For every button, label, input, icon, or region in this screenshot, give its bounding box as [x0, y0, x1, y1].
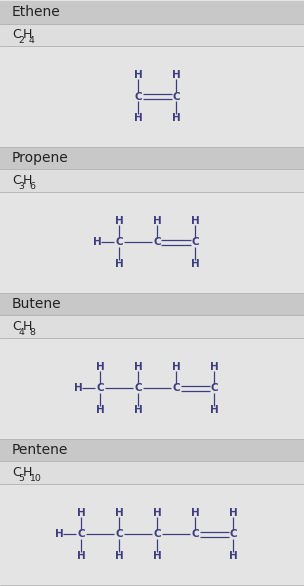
Bar	[0, 147, 304, 169]
Bar	[0, 484, 304, 585]
Text: C: C	[229, 529, 237, 539]
Text: H: H	[22, 28, 32, 42]
Text: H: H	[134, 113, 142, 123]
Text: C: C	[12, 28, 21, 42]
Text: 10: 10	[29, 473, 41, 483]
Text: H: H	[96, 362, 104, 372]
Bar	[0, 439, 304, 461]
Text: H: H	[77, 507, 85, 518]
Text: H: H	[134, 405, 142, 415]
Text: C: C	[12, 174, 21, 188]
Text: C: C	[210, 383, 218, 393]
Text: C: C	[77, 529, 85, 539]
Text: H: H	[134, 70, 142, 80]
Text: H: H	[22, 466, 32, 479]
Text: 2: 2	[19, 36, 24, 45]
Text: 8: 8	[29, 328, 35, 337]
Text: Propene: Propene	[12, 151, 69, 165]
Bar	[0, 46, 304, 147]
Text: H: H	[74, 383, 82, 393]
Text: C: C	[96, 383, 104, 393]
Text: 3: 3	[19, 182, 24, 191]
Text: H: H	[191, 216, 199, 226]
Text: C: C	[12, 320, 21, 333]
Text: H: H	[210, 362, 218, 372]
Text: H: H	[172, 113, 180, 123]
Bar	[0, 1, 304, 23]
Text: C: C	[153, 529, 161, 539]
Text: 5: 5	[19, 473, 25, 483]
Text: H: H	[115, 216, 123, 226]
Text: C: C	[12, 466, 21, 479]
Bar	[0, 192, 304, 293]
Text: H: H	[22, 174, 32, 188]
Text: H: H	[191, 507, 199, 518]
Text: H: H	[210, 405, 218, 415]
Text: H: H	[229, 507, 237, 518]
Text: H: H	[191, 259, 199, 269]
Text: C: C	[134, 383, 142, 393]
Text: H: H	[115, 507, 123, 518]
Text: C: C	[172, 91, 180, 101]
Bar	[0, 169, 304, 192]
Text: H: H	[96, 405, 104, 415]
Text: H: H	[134, 362, 142, 372]
Text: C: C	[191, 237, 199, 247]
Text: H: H	[153, 216, 161, 226]
Text: C: C	[115, 529, 123, 539]
Text: Ethene: Ethene	[12, 5, 61, 19]
Text: H: H	[229, 551, 237, 561]
Text: H: H	[153, 551, 161, 561]
Text: 4: 4	[29, 36, 35, 45]
Text: C: C	[172, 383, 180, 393]
Bar	[0, 23, 304, 46]
Bar	[0, 315, 304, 338]
Text: C: C	[134, 91, 142, 101]
Text: H: H	[115, 551, 123, 561]
Text: 6: 6	[29, 182, 35, 191]
Text: H: H	[22, 320, 32, 333]
Text: H: H	[55, 529, 63, 539]
Text: 4: 4	[19, 328, 24, 337]
Bar	[0, 338, 304, 439]
Text: Pentene: Pentene	[12, 443, 68, 457]
Text: H: H	[172, 70, 180, 80]
Text: H: H	[93, 237, 101, 247]
Bar	[0, 293, 304, 315]
Text: H: H	[172, 362, 180, 372]
Text: H: H	[115, 259, 123, 269]
Bar	[0, 461, 304, 484]
Text: Butene: Butene	[12, 297, 62, 311]
Text: H: H	[77, 551, 85, 561]
Text: C: C	[115, 237, 123, 247]
Text: C: C	[191, 529, 199, 539]
Text: C: C	[153, 237, 161, 247]
Text: H: H	[153, 507, 161, 518]
